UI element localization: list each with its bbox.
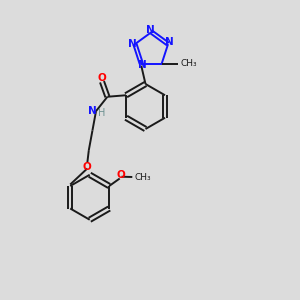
Text: O: O (82, 162, 91, 172)
Text: CH₃: CH₃ (181, 59, 197, 68)
Text: O: O (116, 169, 125, 180)
Text: H: H (98, 108, 105, 118)
Text: CH₃: CH₃ (135, 172, 151, 182)
Text: O: O (97, 73, 106, 83)
Text: N: N (128, 39, 137, 49)
Text: N: N (88, 106, 97, 116)
Text: N: N (138, 60, 147, 70)
Text: N: N (146, 25, 154, 35)
Text: N: N (165, 37, 174, 47)
